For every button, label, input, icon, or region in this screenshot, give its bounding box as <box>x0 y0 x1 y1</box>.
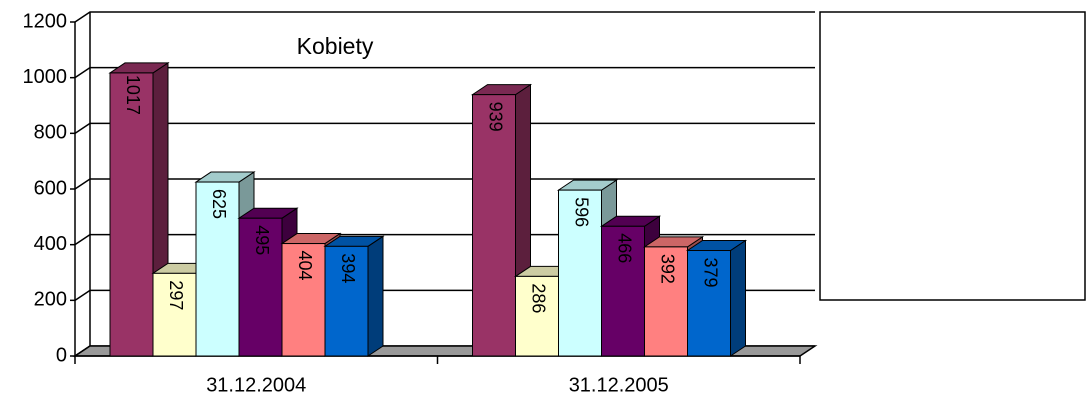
data-label: 1017 <box>123 75 143 115</box>
data-label: 625 <box>209 189 229 219</box>
data-label: 297 <box>166 280 186 310</box>
bar <box>515 275 559 357</box>
bar <box>324 245 369 357</box>
data-label: 286 <box>528 283 548 313</box>
y-tick-label: 400 <box>34 233 67 255</box>
data-label: 394 <box>338 253 358 283</box>
bar <box>472 94 516 357</box>
bar <box>558 189 602 357</box>
grid-line <box>74 178 815 190</box>
bar <box>281 243 326 357</box>
y-tick-label: 1200 <box>23 10 68 32</box>
bar-side <box>730 239 746 357</box>
grid-line <box>74 11 815 23</box>
bar <box>109 72 154 357</box>
y-tick-label: 1000 <box>23 66 68 88</box>
legend-box <box>819 11 1086 301</box>
bar <box>687 250 731 357</box>
data-label: 392 <box>657 254 677 284</box>
bar <box>238 217 283 357</box>
bar <box>195 181 240 357</box>
data-label: 466 <box>614 233 634 263</box>
data-label: 404 <box>295 251 315 281</box>
y-tick-label: 800 <box>34 122 67 144</box>
data-label: 939 <box>485 102 505 132</box>
x-tick-label: 31.12.2005 <box>569 374 669 396</box>
chart-title: Kobiety <box>297 33 374 59</box>
data-label: 596 <box>571 197 591 227</box>
bar-side <box>367 235 384 357</box>
y-tick-label: 0 <box>56 344 67 366</box>
data-label: 379 <box>700 257 720 287</box>
data-label: 495 <box>252 225 272 255</box>
bar <box>152 272 197 357</box>
x-tick-label: 31.12.2004 <box>206 374 306 396</box>
grid-line <box>74 122 815 134</box>
grid-line <box>74 66 815 79</box>
y-tick-label: 200 <box>34 289 67 311</box>
y-tick-label: 600 <box>34 177 67 199</box>
bar <box>601 225 645 357</box>
